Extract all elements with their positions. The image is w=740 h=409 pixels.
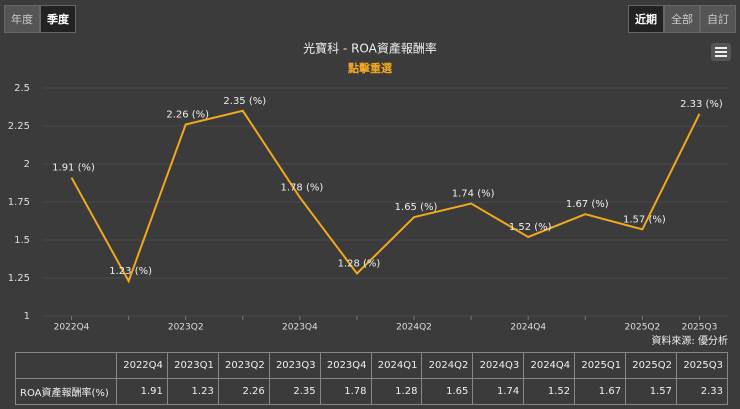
column-header: 2022Q4 xyxy=(116,352,168,379)
column-header: 2023Q4 xyxy=(319,352,372,379)
column-header: 2025Q1 xyxy=(574,352,627,379)
x-tick-label: 2023Q4 xyxy=(282,323,318,333)
column-header: 2024Q4 xyxy=(523,352,576,379)
data-label: 1.67 (%) xyxy=(566,199,609,210)
data-label: 1.78 (%) xyxy=(281,182,324,193)
column-header: 2023Q3 xyxy=(268,352,321,379)
column-header: 2024Q2 xyxy=(421,352,474,379)
y-tick-label: 2.5 xyxy=(14,83,30,94)
y-tick-label: 1.25 xyxy=(8,273,30,284)
data-table: 2022Q4 2023Q1 2023Q2 2023Q3 2023Q4 2024Q1 2024… xyxy=(15,352,729,405)
toggle-button[interactable]: 年度 xyxy=(4,5,40,33)
cell: 1.23 xyxy=(166,378,219,405)
source: 資料來源: 優分析 xyxy=(651,334,728,347)
cell: 1.74 xyxy=(472,378,525,405)
column-header: 2025Q2 xyxy=(625,352,677,379)
menu-icon[interactable] xyxy=(711,43,731,61)
column-header: 2024Q3 xyxy=(472,352,525,379)
cell: 1.57 xyxy=(625,378,677,405)
column-header: 2023Q2 xyxy=(217,352,270,379)
toggle-button[interactable]: 全部 xyxy=(664,5,700,33)
x-tick-label: 2024Q4 xyxy=(510,323,546,333)
column-header: 2025Q3 xyxy=(675,352,729,379)
x-tick-label: 2025Q3 xyxy=(682,323,718,333)
x-tick-label: 2024Q2 xyxy=(396,323,432,333)
toggle-button[interactable]: 季度 xyxy=(40,5,76,33)
column-header: 2024Q1 xyxy=(370,352,423,379)
data-label: 2.26 (%) xyxy=(166,109,209,120)
cell: 2.35 xyxy=(268,378,321,405)
cell: 1.65 xyxy=(421,378,474,405)
data-label: 2.35 (%) xyxy=(223,96,266,107)
column-header: 2023Q1 xyxy=(166,352,219,379)
toggle-button[interactable]: 近期 xyxy=(628,5,664,33)
x-tick-label: 2023Q2 xyxy=(168,323,204,333)
data-label: 1.65 (%) xyxy=(395,202,438,213)
y-tick-label: 1.5 xyxy=(14,235,30,246)
data-label: 1.57 (%) xyxy=(623,214,666,225)
cell: 1.67 xyxy=(574,378,627,405)
cell: 2.26 xyxy=(217,378,270,405)
cell: 1.91 xyxy=(116,378,168,405)
y-tick-label: 2.25 xyxy=(8,121,30,132)
data-label: 1.52 (%) xyxy=(509,222,552,233)
toggle-button[interactable]: 自訂 xyxy=(700,5,736,33)
corner xyxy=(15,352,117,379)
range-buttons: 近期 全部 自訂 xyxy=(628,5,736,33)
period-buttons: 年度 季度 xyxy=(4,5,76,33)
x-tick-label: 2022Q4 xyxy=(54,323,90,333)
y-tick-label: 1.75 xyxy=(8,197,30,208)
data-label: 1.74 (%) xyxy=(452,189,495,200)
data-label: 1.91 (%) xyxy=(52,163,95,174)
chart-title: 光寶科 - ROA資產報酬率 xyxy=(303,41,437,56)
data-label: 1.28 (%) xyxy=(338,258,381,269)
chart: 光寶科 - ROA資產報酬率 點擊重選 資料來源: 優分析 1 1.25 1.5 1.… xyxy=(8,41,731,347)
chart-subtitle[interactable]: 點擊重選 xyxy=(347,61,392,75)
line xyxy=(70,109,701,284)
x-tick-label: 2025Q2 xyxy=(625,323,661,333)
y-tick-label: 2 xyxy=(24,159,30,170)
row-label: ROA資產報酬率(%) xyxy=(15,378,117,405)
cell: 1.52 xyxy=(523,378,576,405)
cell: 1.78 xyxy=(319,378,372,405)
cell: 1.28 xyxy=(370,378,423,405)
cell: 2.33 xyxy=(675,378,729,405)
y-tick-label: 1 xyxy=(24,311,30,322)
data-label: 1.23 (%) xyxy=(109,266,152,277)
data-label: 2.33 (%) xyxy=(680,99,723,110)
